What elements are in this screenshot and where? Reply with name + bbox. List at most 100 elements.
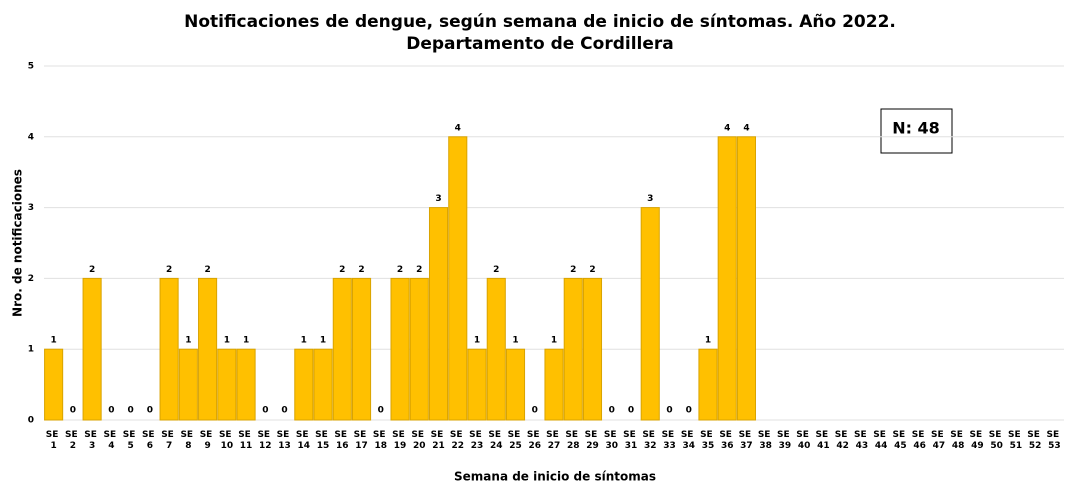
x-tick-label: SE 50 — [989, 430, 1005, 451]
x-tick-label: SE 39 — [777, 430, 793, 451]
x-tick-label: SE 23 — [469, 430, 485, 451]
data-label: 1 — [512, 336, 518, 346]
bar — [313, 348, 333, 421]
bar — [448, 136, 468, 421]
bar — [544, 348, 564, 421]
x-tick-label: SE 18 — [373, 430, 389, 451]
bar — [582, 277, 603, 421]
x-tick-label: SE 4 — [103, 430, 119, 451]
x-tick-label: SE 29 — [585, 430, 601, 451]
bar — [217, 348, 237, 421]
x-tick-label: SE 38 — [758, 430, 774, 451]
bar — [198, 277, 218, 421]
x-tick-label: SE 15 — [315, 430, 331, 451]
x-tick-label: SE 17 — [354, 430, 370, 451]
y-tick-label: 4 — [28, 132, 34, 142]
data-label: 1 — [320, 336, 326, 346]
x-axis-label: Semana de inicio de síntomas — [454, 470, 656, 484]
bar — [486, 277, 506, 421]
y-tick-label: 1 — [28, 345, 34, 355]
data-label: 0 — [378, 406, 384, 416]
data-label: 1 — [243, 336, 249, 346]
bar — [428, 207, 449, 421]
data-label: 0 — [108, 406, 114, 416]
bar — [294, 348, 314, 421]
data-label: 1 — [474, 336, 480, 346]
x-tick-label: SE 45 — [893, 430, 909, 451]
y-axis-label: Nro. de notificaciones — [11, 169, 25, 317]
x-tick-label: SE 44 — [873, 430, 889, 451]
x-tick-label: SE 11 — [238, 430, 254, 451]
x-tick-label: SE 47 — [931, 430, 947, 451]
data-label: 1 — [551, 336, 557, 346]
data-label: 1 — [224, 336, 230, 346]
x-tick-label: SE 24 — [488, 430, 504, 451]
data-label: 0 — [262, 406, 268, 416]
x-tick-label: SE 7 — [161, 430, 177, 451]
data-label: 3 — [435, 194, 441, 204]
data-label: 0 — [532, 406, 538, 416]
x-tick-label: SE 43 — [854, 430, 870, 451]
bar — [640, 207, 660, 421]
x-tick-label: SE 35 — [700, 430, 716, 451]
data-label: 4 — [724, 123, 730, 133]
y-tick-label: 3 — [28, 203, 34, 213]
bar — [467, 348, 487, 421]
bar — [698, 348, 718, 421]
x-tick-label: SE 12 — [257, 430, 273, 451]
bar — [390, 277, 410, 421]
x-tick-label: SE 32 — [642, 430, 658, 451]
x-tick-label: SE 49 — [970, 430, 986, 451]
x-tick-label: SE 51 — [1008, 430, 1024, 451]
x-tick-label: SE 28 — [565, 430, 581, 451]
x-tick-label: SE 52 — [1027, 430, 1043, 451]
data-label: 1 — [185, 336, 191, 346]
data-label: 0 — [127, 406, 133, 416]
chart-subtitle: Departamento de Cordillera — [406, 34, 674, 54]
bar — [332, 277, 352, 421]
x-tick-label: SE 36 — [719, 430, 735, 451]
data-label: 0 — [686, 406, 692, 416]
x-tick-label: SE 42 — [835, 430, 851, 451]
data-label: 0 — [609, 406, 615, 416]
bar — [178, 348, 198, 421]
x-tick-label: SE 8 — [180, 430, 196, 451]
y-tick-label: 2 — [28, 274, 34, 284]
bar — [736, 136, 756, 421]
x-tick-label: SE 5 — [123, 430, 139, 451]
x-tick-label: SE 41 — [816, 430, 832, 451]
x-tick-label: SE 13 — [277, 430, 293, 451]
bar — [505, 348, 526, 421]
x-tick-label: SE 31 — [623, 430, 639, 451]
data-label: 0 — [628, 406, 634, 416]
y-tick-label: 5 — [28, 62, 34, 72]
x-tick-label: SE 1 — [46, 430, 62, 451]
bar — [409, 277, 429, 421]
y-tick-label: 0 — [28, 416, 34, 426]
data-label: 1 — [301, 336, 307, 346]
x-tick-label: SE 30 — [604, 430, 620, 451]
x-tick-label: SE 53 — [1046, 430, 1062, 451]
data-label: 2 — [493, 265, 499, 275]
x-tick-label: SE 9 — [200, 430, 216, 451]
data-label: 0 — [666, 406, 672, 416]
data-label: 2 — [589, 265, 595, 275]
data-label: 1 — [50, 336, 56, 346]
data-label: 2 — [166, 265, 172, 275]
x-tick-label: SE 10 — [219, 430, 235, 451]
data-label: 3 — [647, 194, 653, 204]
annotation: N: 48 — [892, 119, 940, 138]
chart-title: Notificaciones de dengue, según semana d… — [184, 12, 896, 32]
bar — [236, 348, 256, 421]
data-label: 2 — [570, 265, 576, 275]
x-tick-label: SE 40 — [796, 430, 812, 451]
x-tick-label: SE 19 — [392, 430, 408, 451]
bar — [159, 277, 179, 421]
x-tick-label: SE 33 — [662, 430, 678, 451]
data-label: 2 — [416, 265, 422, 275]
bar — [82, 277, 102, 421]
x-tick-label: SE 16 — [334, 430, 350, 451]
bar — [352, 277, 372, 421]
x-tick-label: SE 22 — [450, 430, 466, 451]
